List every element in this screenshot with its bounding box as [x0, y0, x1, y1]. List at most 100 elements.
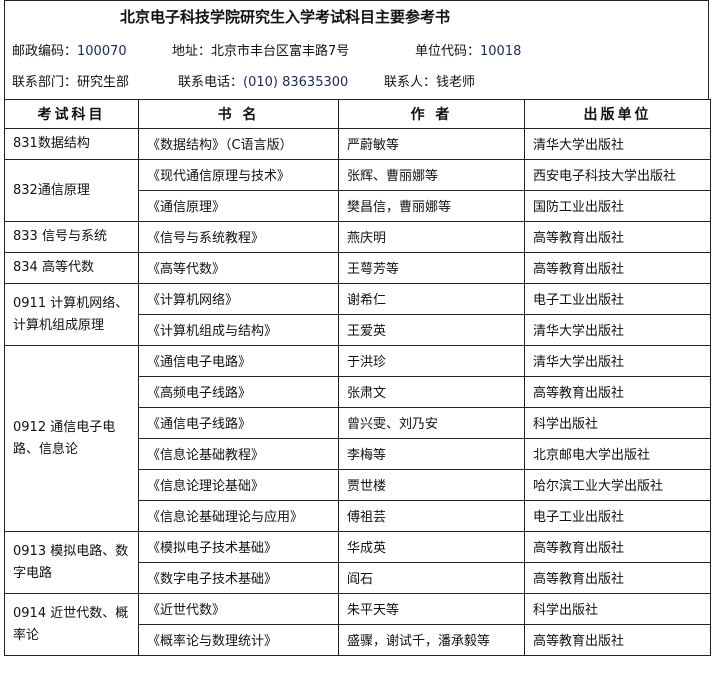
publisher-cell: 科学出版社: [524, 593, 711, 625]
author-cell: 华成英: [338, 531, 525, 563]
table-row: 832通信原理 《现代通信原理与技术》 张辉、曹丽娜等 西安电子科技大学出版社: [4, 159, 711, 222]
book-title-cell: 《通信电子电路》: [138, 345, 339, 377]
author-cell: 盛骤，谢试千，潘承毅等: [338, 624, 525, 656]
publisher-cell: 高等教育出版社: [524, 531, 711, 563]
publisher-cell: 北京邮电大学出版社: [524, 438, 711, 470]
subject-cell: 0912 通信电子电路、信息论: [4, 345, 139, 532]
publisher-cell: 电子工业出版社: [524, 283, 711, 315]
table-row: 0914 近世代数、概率论 《近世代数》 朱平天等 科学出版社: [4, 593, 711, 656]
table-row: 《概率论与数理统计》 盛骤，谢试千，潘承毅等 高等教育出版社: [5, 624, 711, 656]
postcode-label: 邮政编码：: [12, 44, 78, 59]
book-title-cell: 《信息论基础教程》: [138, 438, 339, 470]
book-title-cell: 《信息论理论基础》: [138, 469, 339, 501]
author-cell: 谢希仁: [338, 283, 525, 315]
unit-code-value: 10018: [480, 44, 522, 59]
author-cell: 李梅等: [338, 438, 525, 470]
unit-code-label: 单位代码：: [415, 44, 481, 59]
book-title-cell: 《信号与系统教程》: [138, 221, 339, 253]
author-cell: 燕庆明: [338, 221, 525, 253]
column-header-author: 作 者: [338, 99, 525, 129]
publisher-cell: 高等教育出版社: [524, 376, 711, 408]
book-title-cell: 《通信电子线路》: [138, 407, 339, 439]
table-row: 《计算机组成与结构》 王爱英 清华大学出版社: [5, 314, 711, 346]
book-title-cell: 《概率论与数理统计》: [138, 624, 339, 656]
author-cell: 王爱英: [338, 314, 525, 346]
column-header-subject: 考试科目: [4, 99, 139, 129]
phone-value: (010) 83635300: [243, 75, 349, 90]
table-row: 《信息论基础理论与应用》 傅祖芸 电子工业出版社: [5, 500, 711, 532]
document-header: [4, 0, 709, 100]
table-header-row: 考试科目 书 名 作 者 出版单位: [4, 99, 711, 129]
author-cell: 王萼芳等: [338, 252, 525, 284]
publisher-cell: 高等教育出版社: [524, 252, 711, 284]
postcode-value: 100070: [77, 44, 127, 59]
address-label: 地址：: [172, 44, 212, 59]
table-row: 《数字电子技术基础》 阎石 高等教育出版社: [5, 562, 711, 594]
table-row: 0912 通信电子电路、信息论 《通信电子电路》 于洪珍 清华大学出版社: [4, 345, 711, 532]
unit-code: 单位代码：10018: [415, 40, 521, 59]
publisher-cell: 哈尔滨工业大学出版社: [524, 469, 711, 501]
subject-cell: 833 信号与系统: [4, 221, 139, 253]
publisher-cell: 科学出版社: [524, 407, 711, 439]
book-title-cell: 《模拟电子技术基础》: [138, 531, 339, 563]
publisher-cell: 清华大学出版社: [524, 345, 711, 377]
postcode: 邮政编码：100070: [12, 40, 127, 59]
department-label: 联系部门：: [12, 75, 78, 90]
subject-cell: 0911 计算机网络、计算机组成原理: [4, 283, 139, 346]
author-cell: 朱平天等: [338, 593, 525, 625]
author-cell: 曾兴雯、刘乃安: [338, 407, 525, 439]
author-cell: 严蔚敏等: [338, 128, 525, 160]
publisher-cell: 电子工业出版社: [524, 500, 711, 532]
book-title-cell: 《近世代数》: [138, 593, 339, 625]
author-cell: 阎石: [338, 562, 525, 594]
table-row: 《信息论基础教程》 李梅等 北京邮电大学出版社: [5, 438, 711, 470]
author-cell: 贾世楼: [338, 469, 525, 501]
table-row: 831数据结构 《数据结构》（C语言版） 严蔚敏等 清华大学出版社: [4, 128, 711, 160]
department: 联系部门：研究生部: [12, 71, 129, 90]
book-title-cell: 《现代通信原理与技术》: [138, 159, 339, 191]
reference-books-table: 考试科目 书 名 作 者 出版单位 831数据结构 《数据结构》（C语言版） 严蔚敏…: [4, 99, 711, 656]
author-cell: 张辉、曹丽娜等: [338, 159, 525, 191]
subject-cell: 834 高等代数: [4, 252, 139, 284]
book-title-cell: 《高频电子线路》: [138, 376, 339, 408]
book-title-cell: 《信息论基础理论与应用》: [138, 500, 339, 532]
subject-cell: 0913 模拟电路、数字电路: [4, 531, 139, 594]
contact-label: 联系人：: [384, 75, 437, 90]
author-cell: 张肃文: [338, 376, 525, 408]
contact: 联系人：钱老师: [384, 71, 475, 90]
publisher-cell: 高等教育出版社: [524, 221, 711, 253]
author-cell: 樊昌信，曹丽娜等: [338, 190, 525, 222]
column-header-publisher: 出版单位: [524, 99, 711, 129]
phone: 联系电话：(010) 83635300: [178, 71, 348, 90]
phone-label: 联系电话：: [178, 75, 244, 90]
table-row: 《通信电子线路》 曾兴雯、刘乃安 科学出版社: [5, 407, 711, 439]
author-cell: 傅祖芸: [338, 500, 525, 532]
book-title-cell: 《通信原理》: [138, 190, 339, 222]
table-row: 834 高等代数 《高等代数》 王萼芳等 高等教育出版社: [4, 252, 711, 284]
table-row: 0911 计算机网络、计算机组成原理 《计算机网络》 谢希仁 电子工业出版社: [4, 283, 711, 346]
table-row: 《信息论理论基础》 贾世楼 哈尔滨工业大学出版社: [5, 469, 711, 501]
subject-cell: 832通信原理: [4, 159, 139, 222]
book-title-cell: 《计算机组成与结构》: [138, 314, 339, 346]
table-row: 0913 模拟电路、数字电路 《模拟电子技术基础》 华成英 高等教育出版社: [4, 531, 711, 594]
author-cell: 于洪珍: [338, 345, 525, 377]
publisher-cell: 清华大学出版社: [524, 314, 711, 346]
book-title-cell: 《计算机网络》: [138, 283, 339, 315]
publisher-cell: 清华大学出版社: [524, 128, 711, 160]
book-title-cell: 《高等代数》: [138, 252, 339, 284]
address: 地址：北京市丰台区富丰路7号: [172, 40, 349, 59]
book-title-cell: 《数据结构》（C语言版）: [138, 128, 339, 160]
address-value: 北京市丰台区富丰路7号: [211, 44, 350, 59]
subject-cell: 0914 近世代数、概率论: [4, 593, 139, 656]
subject-cell: 831数据结构: [4, 128, 139, 160]
publisher-cell: 西安电子科技大学出版社: [524, 159, 711, 191]
column-header-title: 书 名: [138, 99, 339, 129]
publisher-cell: 国防工业出版社: [524, 190, 711, 222]
contact-value: 钱老师: [436, 75, 476, 90]
department-value: 研究生部: [77, 75, 130, 90]
publisher-cell: 高等教育出版社: [524, 562, 711, 594]
book-title-cell: 《数字电子技术基础》: [138, 562, 339, 594]
table-row: 833 信号与系统 《信号与系统教程》 燕庆明 高等教育出版社: [4, 221, 711, 253]
page-title: 北京电子科技学院研究生入学考试科目主要参考书: [120, 8, 451, 26]
publisher-cell: 高等教育出版社: [524, 624, 711, 656]
